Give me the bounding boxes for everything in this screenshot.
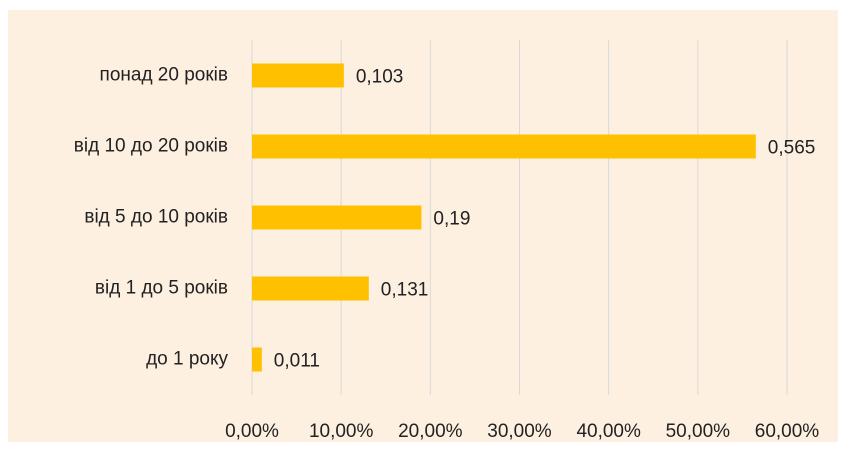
data-label: 0,19: [433, 209, 470, 230]
bar: [252, 63, 344, 88]
x-tick-label: 0,00%: [225, 421, 279, 442]
y-tick-label: від 10 до 20 років: [74, 136, 228, 157]
x-tick-label: 10,00%: [309, 421, 374, 442]
bar: [252, 205, 422, 230]
data-label: 0,565: [768, 138, 816, 159]
x-tick-label: 50,00%: [666, 421, 731, 442]
y-tick-label: від 1 до 5 років: [95, 278, 228, 299]
x-tick-label: 40,00%: [576, 421, 641, 442]
y-tick-label: понад 20 років: [100, 65, 228, 86]
bar: [252, 276, 369, 301]
data-label: 0,131: [381, 280, 429, 301]
bar: [252, 347, 262, 372]
x-tick-label: 20,00%: [398, 421, 463, 442]
bar: [252, 134, 756, 159]
x-tick-label: 30,00%: [487, 421, 552, 442]
data-label: 0,103: [356, 67, 404, 88]
y-tick-label: до 1 року: [146, 349, 228, 370]
chart-background: [8, 10, 838, 442]
y-tick-label: від 5 до 10 років: [84, 207, 228, 228]
data-label: 0,011: [274, 351, 320, 372]
x-tick-label: 60,00%: [755, 421, 820, 442]
